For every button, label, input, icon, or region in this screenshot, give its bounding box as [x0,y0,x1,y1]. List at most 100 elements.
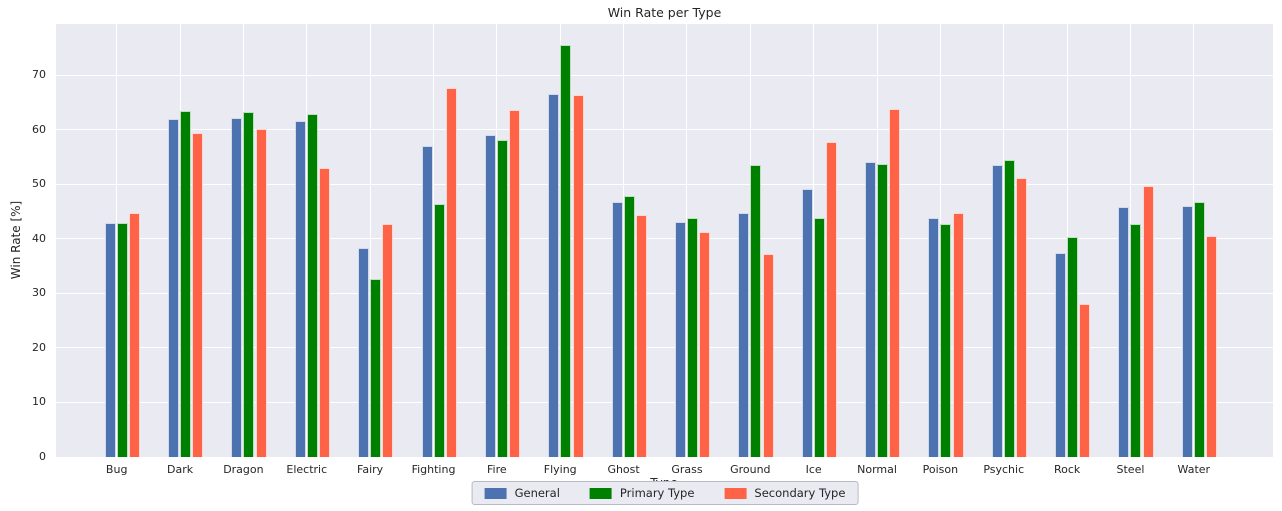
gridline-horizontal [56,456,1273,457]
legend-item-secondary-type: Secondary Type [724,486,845,500]
bar-general-flying [548,94,560,457]
y-tick-label: 20 [32,340,46,354]
x-tick-label-grass: Grass [671,463,703,476]
bar-secondary-type-normal [889,108,901,457]
x-tick-label-dragon: Dragon [223,463,264,476]
x-tick-label-normal: Normal [857,463,897,476]
bar-general-dark [168,119,180,457]
y-tick-label: 30 [32,286,46,300]
plot-area [56,24,1273,457]
y-tick-label: 60 [32,122,46,136]
x-tick-label-ground: Ground [730,463,771,476]
bar-general-grass [674,221,686,457]
gridline-horizontal [56,183,1273,185]
bar-secondary-type-bug [129,213,140,457]
bar-general-ground [738,212,750,457]
chart-title: Win Rate per Type [607,5,722,20]
x-tick-label-dark: Dark [166,463,194,476]
gridline-horizontal [56,401,1273,403]
y-tick-label: 0 [39,450,46,463]
gridline-vertical [369,24,371,457]
legend-label-primary-type: Primary Type [619,486,695,500]
bar-general-steel [1118,206,1130,457]
bar-primary-type-flying [560,44,572,457]
gridline-horizontal [56,238,1273,240]
x-tick-label-ghost: Ghost [607,463,640,476]
bar-secondary-type-electric [319,167,331,457]
bar-general-ice [801,189,813,457]
bar-secondary-type-grass [699,232,711,457]
bar-primary-type-steel [1130,223,1142,457]
bar-general-psychic [991,165,1003,457]
gridline-horizontal [56,347,1273,349]
bar-primary-type-electric [306,113,318,457]
bar-secondary-type-steel [1142,185,1154,457]
x-tick-label-psychic: Psychic [983,463,1025,476]
bar-secondary-type-ghost [635,215,647,457]
x-tick-label-electric: Electric [286,463,328,476]
bar-primary-type-dragon [243,111,255,457]
bar-primary-type-rock [1067,236,1079,457]
bar-secondary-type-flying [572,95,584,457]
bar-general-normal [865,161,877,457]
bar-primary-type-water [1193,201,1205,457]
bar-primary-type-normal [877,164,889,457]
bar-primary-type-ground [750,164,762,457]
bar-general-fighting [421,146,433,457]
legend-swatch-primary-type [589,487,612,499]
legend-label-secondary-type: Secondary Type [754,486,846,500]
legend-item-primary-type: Primary Type [589,486,695,500]
legend-item-general: General [484,486,560,500]
bar-general-bug [104,222,116,457]
y-tick-label: 40 [32,231,46,245]
bar-general-fairy [358,248,370,457]
bar-secondary-type-ice [825,141,837,457]
gridline-horizontal [56,292,1273,294]
x-tick-label-fighting: Fighting [411,463,456,476]
gridline-horizontal [56,129,1273,131]
bar-general-water [1181,206,1193,457]
x-tick-label-water: Water [1177,463,1211,476]
bar-primary-type-dark [180,110,192,457]
bar-general-fire [484,135,496,457]
bar-secondary-type-fire [509,110,521,457]
bar-secondary-type-water [1206,235,1218,457]
bar-general-electric [294,121,306,457]
bar-primary-type-fire [496,140,508,457]
bar-general-ghost [611,202,623,457]
bar-general-poison [928,218,940,457]
bar-primary-type-ghost [623,195,635,457]
x-tick-label-rock: Rock [1053,463,1081,476]
bar-primary-type-bug [116,222,128,457]
bar-secondary-type-fighting [445,88,457,457]
y-tick-label: 10 [32,395,46,409]
bar-secondary-type-rock [1079,304,1091,457]
bar-primary-type-grass [686,217,698,457]
x-tick-label-bug: Bug [105,463,128,476]
y-tick-label: 70 [32,68,46,82]
legend-label-general: General [514,486,560,500]
bar-secondary-type-dragon [255,129,267,457]
legend-swatch-general [484,487,507,499]
x-tick-label-flying: Flying [543,463,577,476]
bar-general-dragon [231,117,243,457]
x-tick-label-ice: Ice [805,463,822,476]
bar-general-rock [1055,253,1067,457]
x-tick-label-fire: Fire [487,463,507,476]
bar-secondary-type-fairy [382,224,394,457]
bar-primary-type-poison [940,224,952,457]
bar-primary-type-fairy [370,278,382,457]
legend-swatch-secondary-type [724,487,747,499]
x-tick-label-steel: Steel [1116,463,1145,476]
gridline-horizontal [56,74,1273,76]
x-tick-label-poison: Poison [922,463,959,476]
bar-secondary-type-dark [192,133,204,457]
bar-secondary-type-psychic [1016,177,1028,457]
bar-primary-type-ice [813,218,825,457]
bar-primary-type-fighting [433,203,445,457]
legend: General Primary Type Secondary Type [471,481,859,505]
bar-secondary-type-poison [952,212,964,457]
y-tick-label: 50 [32,177,46,191]
bar-secondary-type-ground [762,253,774,457]
